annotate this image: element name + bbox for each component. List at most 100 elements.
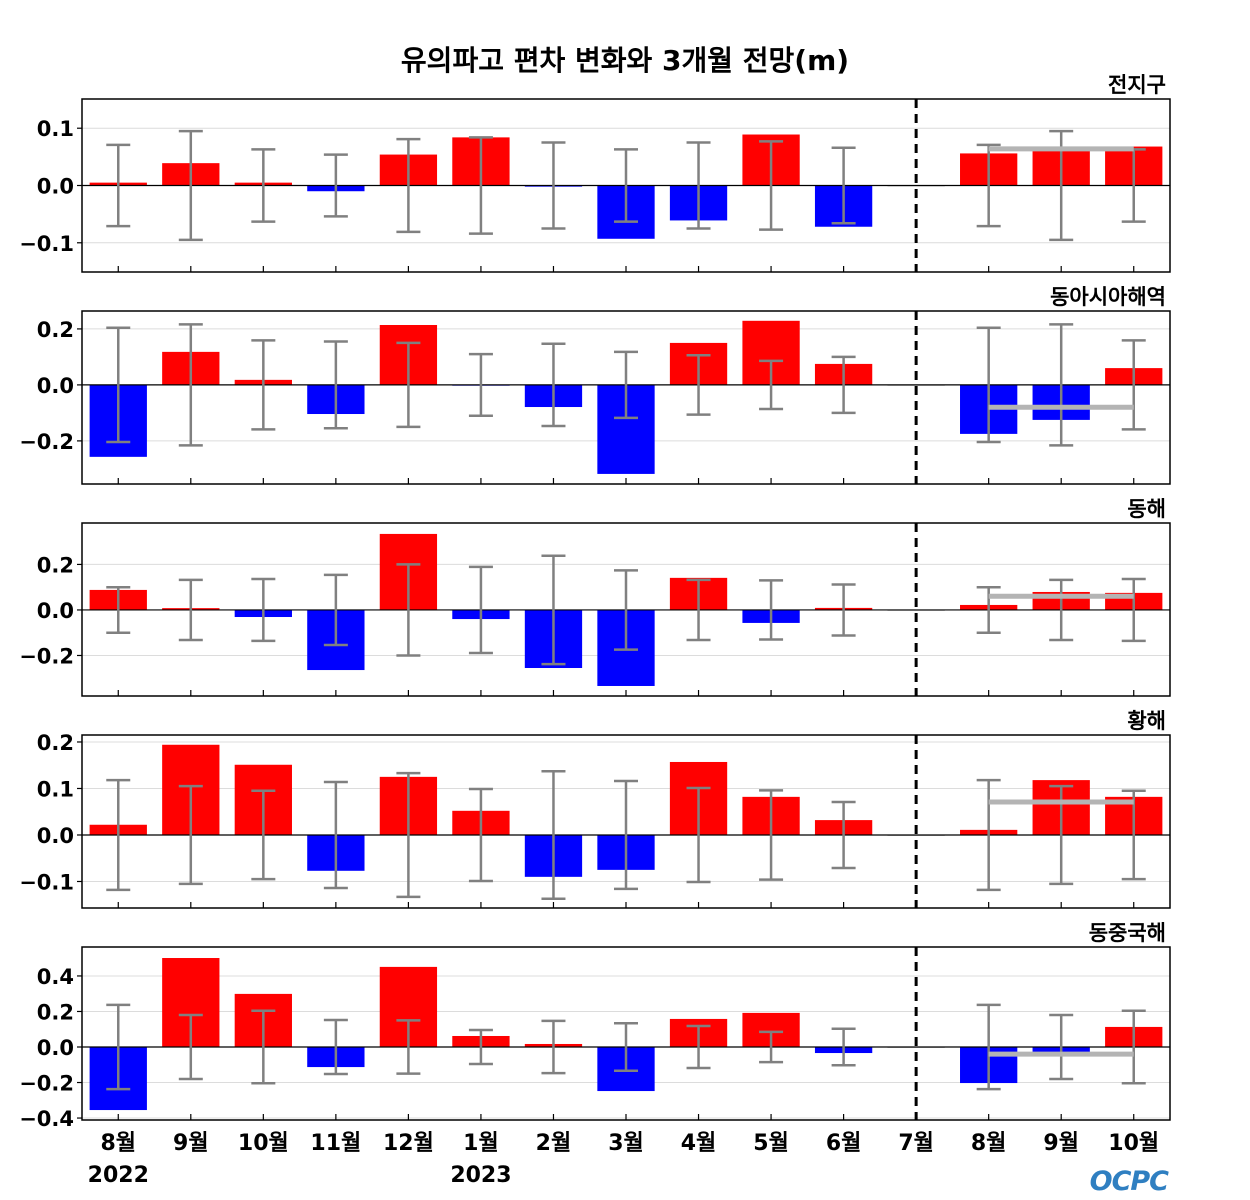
error-bar-1: [106, 326, 131, 444]
error-bar-11: [831, 146, 856, 225]
error-bar-15: [1121, 339, 1146, 431]
y-tick-label: −0.2: [19, 644, 74, 668]
year-label: 2023: [450, 1163, 511, 1188]
error-bar-7: [541, 141, 566, 230]
panel-4: −0.1 0.0 0.1 0.2 황해: [19, 709, 1171, 909]
year-label: 2022: [88, 1163, 149, 1188]
chart-title: 유의파고 편차 변화와 3개월 전망(m): [401, 44, 849, 77]
error-bar-14: [1049, 578, 1074, 642]
error-bar-2: [178, 129, 203, 242]
error-bar-1: [106, 585, 131, 634]
y-tick-label: −0.1: [19, 232, 74, 256]
error-bar-8: [614, 569, 638, 651]
panels-group: −0.1 0.0 0.1 전지구 −0.2 0.0 0.2 동아시아해역 −0.2 0.0 0.2 동…: [19, 73, 1171, 1131]
error-bar-10: [759, 579, 784, 641]
error-bar-9: [686, 1024, 711, 1070]
x-tick-label: 11월: [310, 1131, 361, 1156]
panel-title: 전지구: [1108, 73, 1166, 97]
y-tick-label: 0.4: [37, 965, 74, 989]
panel-title: 황해: [1127, 709, 1166, 733]
y-tick-label: 0.2: [37, 731, 74, 755]
error-bar-3: [251, 577, 276, 643]
y-tick-label: −0.4: [19, 1107, 74, 1131]
y-tick-label: −0.1: [19, 870, 74, 894]
x-tick-label: 2월: [536, 1131, 572, 1156]
error-bar-14: [1049, 1013, 1074, 1081]
error-bar-7: [541, 1019, 566, 1075]
x-axis-labels: 8월 9월 10월 11월 12월 1월 2월 3월 4월 5월 6월 7월 8월 9월 10월 2022 20…: [88, 1131, 1160, 1188]
error-bar-10: [759, 140, 784, 231]
error-bar-11: [831, 355, 856, 415]
panel-title: 동중국해: [1089, 921, 1166, 945]
y-tick-label: 0.1: [37, 777, 74, 801]
error-bar-11: [831, 800, 856, 870]
error-bar-15: [1121, 789, 1146, 881]
error-bar-1: [106, 778, 131, 892]
panel-title: 동아시아해역: [1050, 285, 1166, 309]
y-tick-label: 0.0: [37, 1036, 74, 1060]
error-bar-3: [251, 339, 276, 431]
error-bar-15: [1121, 577, 1146, 643]
error-bar-8: [614, 148, 638, 223]
error-bar-2: [178, 323, 203, 447]
error-bar-4: [323, 573, 348, 647]
error-bar-6: [468, 1028, 493, 1066]
error-bar-6: [468, 787, 493, 883]
error-bar-3: [251, 148, 276, 223]
error-bar-9: [686, 141, 711, 230]
x-tick-label: 10월: [1108, 1131, 1159, 1156]
x-tick-label: 9월: [1043, 1131, 1079, 1156]
x-tick-label: 4월: [681, 1131, 717, 1156]
error-bar-5: [396, 771, 421, 899]
error-bar-8: [614, 1021, 638, 1073]
error-bar-13: [976, 143, 1001, 228]
error-bar-13: [976, 326, 1001, 444]
ocpc-logo: OCPC: [1090, 1166, 1170, 1197]
panel-2: −0.2 0.0 0.2 동아시아해역: [19, 285, 1171, 485]
error-bar-15: [1121, 1009, 1146, 1085]
error-bar-10: [759, 359, 784, 411]
x-tick-label: 6월: [826, 1131, 862, 1156]
error-bar-1: [106, 1003, 131, 1091]
error-bar-14: [1049, 323, 1074, 447]
y-tick-label: 0.2: [37, 553, 74, 577]
error-bar-7: [541, 342, 566, 428]
x-tick-label: 12월: [383, 1131, 434, 1156]
x-tick-label: 9월: [173, 1131, 209, 1156]
error-bar-11: [831, 1027, 856, 1067]
error-bar-2: [178, 578, 203, 642]
x-tick-label: 5월: [753, 1131, 789, 1156]
y-tick-label: 0.0: [37, 175, 74, 199]
error-bar-7: [541, 770, 566, 900]
error-bar-9: [686, 578, 711, 642]
error-bar-1: [106, 143, 131, 228]
error-bar-6: [468, 565, 493, 655]
y-tick-label: −0.2: [19, 430, 74, 454]
error-bar-3: [251, 789, 276, 881]
error-bar-4: [323, 340, 348, 430]
error-bar-8: [614, 350, 638, 420]
error-bar-9: [686, 786, 711, 884]
x-tick-label: 8월: [971, 1131, 1007, 1156]
error-bar-2: [178, 784, 203, 886]
error-bar-8: [614, 779, 638, 891]
x-tick-label: 3월: [608, 1131, 644, 1156]
y-tick-label: 0.2: [37, 1000, 74, 1024]
error-bar-13: [976, 1003, 1001, 1091]
y-tick-label: −0.2: [19, 1072, 74, 1096]
error-bar-3: [251, 1009, 276, 1085]
x-tick-label: 10월: [238, 1131, 289, 1156]
error-bar-4: [323, 780, 348, 890]
error-bar-5: [396, 1019, 421, 1075]
error-bar-10: [759, 789, 784, 881]
x-tick-label: 7월: [898, 1131, 934, 1156]
error-bar-10: [759, 1030, 784, 1064]
error-bar-5: [396, 563, 421, 657]
x-tick-label: 8월: [100, 1131, 136, 1156]
error-bar-4: [323, 1018, 348, 1076]
panel-5: −0.4 −0.2 0.0 0.2 0.4 동중국해: [19, 921, 1171, 1131]
y-tick-label: 0.1: [37, 117, 74, 141]
panel-title: 동해: [1127, 497, 1166, 521]
x-tick-label: 1월: [463, 1131, 499, 1156]
